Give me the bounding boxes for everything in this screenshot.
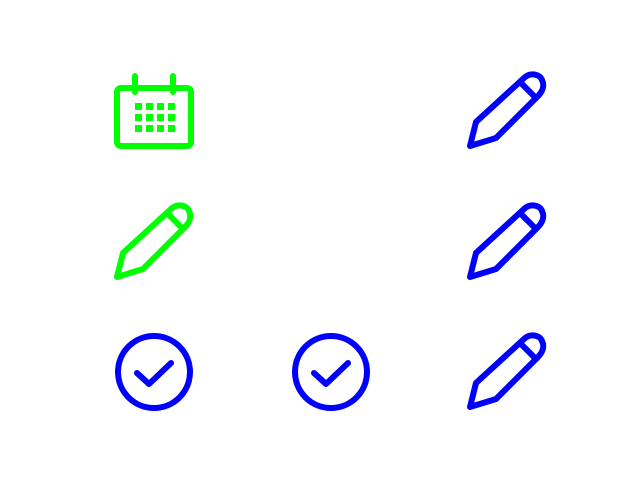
calendar-icon-svg: [114, 73, 194, 149]
pencil-icon-svg: [467, 71, 547, 149]
calendar-icon: [109, 66, 199, 156]
pencil-icon: [109, 197, 199, 287]
pencil-icon: [462, 66, 552, 156]
check-circle-icon: [286, 327, 376, 417]
pencil-icon-svg: [467, 332, 547, 410]
pencil-icon-svg: [467, 202, 547, 280]
pencil-icon: [462, 327, 552, 417]
check-circle-icon: [109, 327, 199, 417]
pencil-icon: [462, 197, 552, 287]
check-circle-icon-svg: [292, 333, 370, 411]
check-circle-icon-svg: [115, 333, 193, 411]
pencil-icon-svg: [114, 202, 194, 280]
